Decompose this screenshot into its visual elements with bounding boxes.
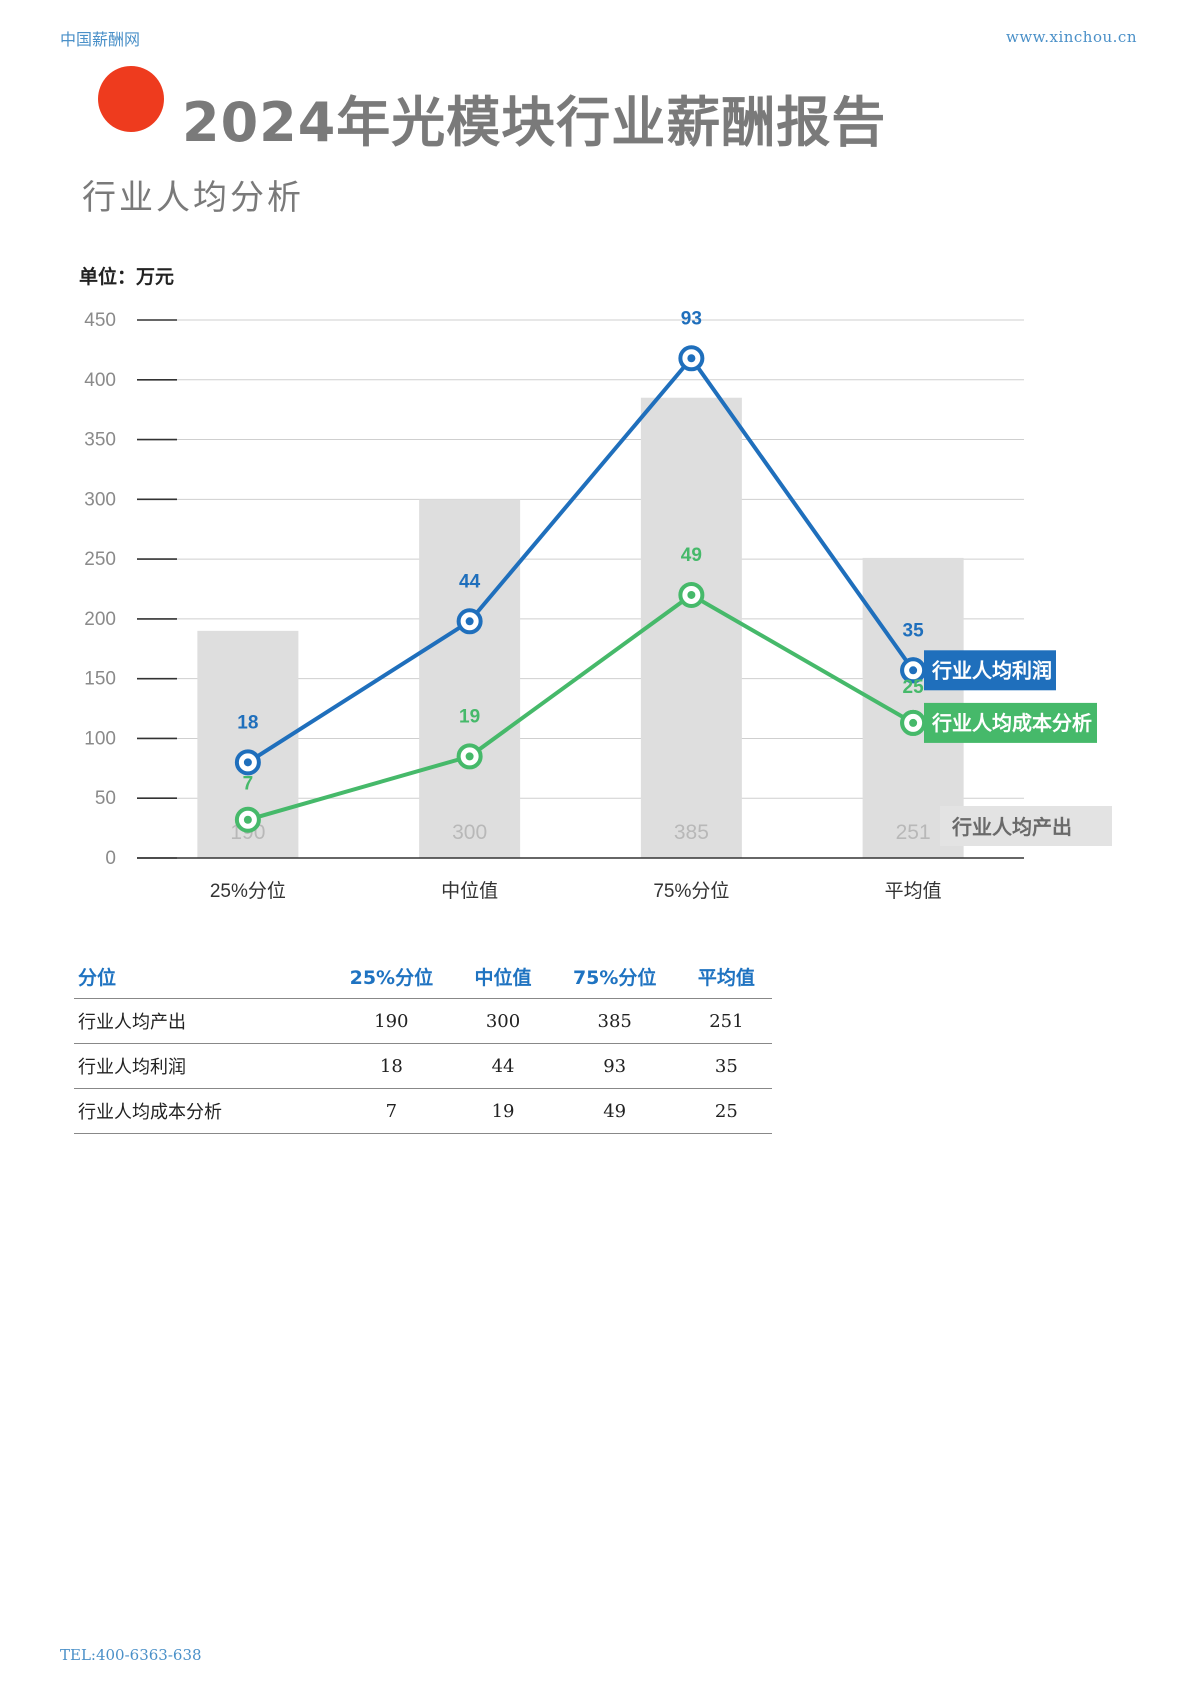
series-point-center	[243, 815, 252, 824]
legend-bar-swatch	[940, 806, 1112, 846]
data-label: 49	[681, 545, 702, 566]
line-bar-chart: 0501001502002503003504004501903003852512…	[84, 308, 1112, 902]
legend-bar-label: 行业人均产出	[951, 815, 1072, 839]
table-cell: 行业人均利润	[74, 1043, 326, 1089]
table-row: 行业人均利润 18 44 93 35	[74, 1043, 772, 1089]
bar	[640, 397, 742, 858]
title-accent-dot	[98, 66, 164, 132]
unit-label: 单位：万元	[79, 266, 175, 288]
table-header-cell: 平均值	[680, 955, 772, 999]
y-tick-label: 250	[84, 549, 116, 570]
legend-line-swatch	[924, 702, 1097, 743]
data-label: 44	[459, 571, 481, 592]
table-cell: 25	[680, 1088, 772, 1134]
y-tick-label: 300	[84, 489, 116, 510]
table-cell: 93	[548, 1043, 681, 1089]
bar-value-label: 385	[674, 821, 709, 844]
series-point-center	[909, 718, 918, 727]
series-point-center	[687, 590, 696, 599]
data-label: 25	[903, 677, 925, 698]
table-cell: 7	[325, 1088, 458, 1134]
data-label: 7	[243, 774, 254, 795]
y-tick-label: 400	[84, 370, 116, 391]
bar-value-label: 300	[452, 821, 487, 844]
y-tick-label: 50	[95, 788, 116, 809]
legend-line-swatch	[924, 650, 1056, 691]
site-name: 中国薪酬网	[60, 30, 141, 49]
series-point-center	[243, 758, 252, 767]
data-table: 分位 25%分位 中位值 75%分位 平均值 行业人均产出 190 300 38…	[74, 955, 772, 1134]
data-label: 18	[237, 712, 258, 733]
y-tick-label: 200	[84, 609, 116, 630]
series-line	[246, 354, 915, 765]
site-url[interactable]: www.xinchou.cn	[1005, 28, 1137, 46]
y-tick-label: 450	[84, 310, 116, 331]
section-subtitle: 行业人均分析	[82, 178, 304, 218]
series-point-center	[909, 666, 918, 675]
table-cell: 19	[457, 1088, 549, 1134]
data-label: 35	[903, 620, 925, 641]
x-tick-label: 75%分位	[653, 880, 729, 902]
series-point-center	[465, 752, 474, 761]
table-cell: 385	[548, 998, 681, 1044]
y-tick-label: 100	[84, 728, 116, 749]
y-tick-label: 350	[84, 430, 116, 451]
data-label: 93	[681, 308, 702, 329]
x-tick-label: 25%分位	[210, 880, 286, 902]
table-header-cell: 分位	[74, 955, 326, 999]
bar-value-label: 251	[896, 821, 931, 844]
series-point-center	[465, 617, 474, 626]
bar	[419, 499, 521, 858]
table-cell: 35	[680, 1043, 772, 1089]
footer-phone: TEL:400-6363-638	[60, 1646, 202, 1664]
data-label: 19	[459, 706, 480, 727]
legend-line-label: 行业人均成本分析	[931, 711, 1092, 735]
table-header-row: 分位 25%分位 中位值 75%分位 平均值	[74, 955, 772, 999]
table-cell: 49	[548, 1088, 681, 1134]
table-header-cell: 75%分位	[548, 955, 681, 999]
table-cell: 行业人均成本分析	[74, 1088, 326, 1134]
table-row: 行业人均产出 190 300 385 251	[74, 998, 772, 1044]
table-cell: 行业人均产出	[74, 998, 326, 1044]
table-row: 行业人均成本分析 7 19 49 25	[74, 1088, 772, 1134]
table-header-cell: 中位值	[457, 955, 549, 999]
x-tick-label: 平均值	[885, 880, 942, 902]
series-line	[247, 592, 915, 822]
table-cell: 251	[680, 998, 772, 1044]
table-cell: 300	[457, 998, 549, 1044]
legend-line-label: 行业人均利润	[931, 658, 1052, 682]
y-tick-label: 150	[84, 669, 116, 690]
series-point-center	[687, 354, 696, 363]
page-title: 2024年光模块行业薪酬报告	[182, 91, 887, 154]
table-header-cell: 25%分位	[325, 955, 458, 999]
table-cell: 190	[325, 998, 458, 1044]
x-tick-label: 中位值	[441, 880, 498, 902]
table-cell: 18	[325, 1043, 458, 1089]
table-cell: 44	[457, 1043, 549, 1089]
y-tick-label: 0	[105, 848, 116, 869]
